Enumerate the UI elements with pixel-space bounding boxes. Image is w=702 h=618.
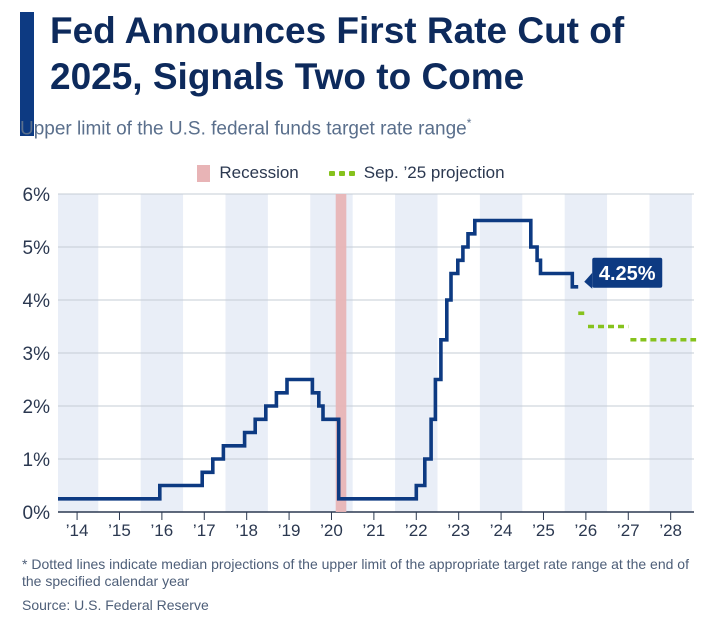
subtitle-footnote-mark: * (466, 116, 472, 130)
source-note: Source: U.S. Federal Reserve (22, 597, 209, 613)
projection-swatch (328, 170, 355, 176)
x-tick-label: ’15 (108, 521, 131, 540)
rate-chart: 0%1%2%3%4%5%6% ’14’15’16’17’18’19’20’21’… (23, 185, 697, 540)
recession-swatch (197, 164, 211, 182)
chart-legend: Recession Sep. ’25 projection (0, 163, 702, 183)
x-tick-label: ’14 (66, 521, 89, 540)
callout-pointer (584, 272, 593, 289)
x-axis-labels: ’14 ’15 ’16 ’17 ’18 ’19 ’20 ’21 ’22 ’23 ’24 ’25 ’26 ’… (66, 521, 682, 540)
page-title: Fed Announces First Rate Cut of 2025, Si… (50, 10, 625, 97)
x-tick-label: ’23 (447, 521, 470, 540)
rate-line (58, 218, 579, 501)
y-tick-label: 1% (23, 450, 51, 471)
callout-label: 4.25% (599, 263, 656, 285)
recession-layer (335, 194, 347, 512)
x-tick-label: ’21 (363, 521, 386, 540)
callout-layer: 4.25% (584, 257, 663, 289)
y-tick-label: 6% (23, 185, 51, 206)
y-axis-labels: 0% 1% 2% 3% 4% 5% 6% (23, 185, 51, 524)
x-tick-label: ’28 (659, 521, 682, 540)
y-tick-label: 2% (23, 397, 51, 418)
y-tick-label: 5% (23, 238, 51, 259)
x-tick-label: ’27 (617, 521, 640, 540)
x-tick-label: ’26 (575, 521, 598, 540)
legend-item-projection: Sep. ’25 projection (328, 163, 505, 183)
x-tick-label: ’18 (235, 521, 258, 540)
footnote: * Dotted lines indicate median projectio… (22, 556, 689, 589)
legend-item-recession: Recession (197, 163, 299, 183)
x-tick-label: ’16 (151, 521, 174, 540)
x-tick-label: ’17 (193, 521, 216, 540)
legend-label-recession: Recession (219, 163, 299, 182)
y-tick-label: 3% (23, 344, 51, 365)
accent-bar (20, 12, 34, 136)
x-tick-label: ’19 (278, 521, 301, 540)
gridlines (58, 193, 694, 520)
y-tick-label: 0% (23, 503, 51, 524)
page-subtitle: Upper limit of the U.S. federal funds ta… (20, 116, 471, 140)
legend-label-projection: Sep. ’25 projection (363, 163, 505, 182)
x-tick-label: ’24 (490, 521, 513, 540)
y-tick-label: 4% (23, 291, 51, 312)
x-tick-label: ’25 (532, 521, 555, 540)
subtitle-text: Upper limit of the U.S. federal funds ta… (20, 118, 467, 140)
projection-layer (578, 311, 697, 342)
recession-band (335, 194, 347, 512)
x-tick-label: ’22 (405, 521, 428, 540)
x-tick-label: ’20 (320, 521, 343, 540)
series-layer (58, 218, 579, 501)
callout-box (592, 257, 663, 288)
